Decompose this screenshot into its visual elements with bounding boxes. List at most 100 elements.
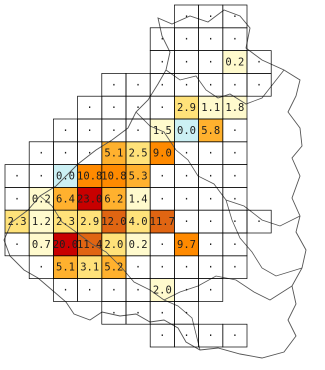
grid-cell-fill <box>53 278 78 302</box>
grid-lines <box>4 4 272 348</box>
grid-cell-fill <box>101 141 126 165</box>
grid-cell-fill <box>198 27 223 51</box>
grid-cell-fill <box>222 5 247 28</box>
grid-cell-fill <box>101 187 126 211</box>
cell-value-label: · <box>183 34 189 46</box>
cell-value-label: · <box>135 125 141 137</box>
grid-cell-fill <box>174 164 199 188</box>
cell-value-label: · <box>232 79 238 91</box>
cell-value-label: 9.0 <box>153 148 172 160</box>
grid-cell-fill <box>174 27 199 51</box>
cell-value-label: · <box>38 262 44 274</box>
grid-cell-fill <box>77 96 102 119</box>
cell-value-label: 1.1 <box>201 102 220 114</box>
cell-value-label: 0.0 <box>177 125 196 137</box>
cell-value-label: 1.2 <box>32 216 51 228</box>
grid-cell-fill <box>150 141 175 165</box>
cell-value-label: · <box>183 262 189 274</box>
cell-value-label: · <box>208 216 214 228</box>
cell-value-label: 5.8 <box>201 125 220 137</box>
grid-cell-fill <box>222 255 247 279</box>
cell-value-label: 4.0 <box>129 216 148 228</box>
cell-value-label: · <box>135 307 141 319</box>
cell-value-label: · <box>208 34 214 46</box>
cell-value-label: 2.9 <box>177 102 196 114</box>
cell-value-label: 10.8 <box>101 171 126 183</box>
grid-cell-fill <box>29 233 54 256</box>
cell-value-label: · <box>111 307 117 319</box>
grid-cell-fill <box>126 255 151 279</box>
cell-value-label: · <box>208 148 214 160</box>
cell-value-label: · <box>135 79 141 91</box>
cell-value-label: 11.7 <box>150 216 175 228</box>
grid-cell-fill <box>174 50 199 74</box>
cell-value-label: 0.2 <box>225 57 244 69</box>
grid-cell-fill <box>126 187 151 211</box>
cell-value-label: 9.7 <box>177 239 196 251</box>
grid-cell-fill <box>53 210 78 233</box>
grid-cell-fill <box>150 73 175 97</box>
grid-cell-fill <box>198 5 223 28</box>
cell-value-label: 0.2 <box>32 193 51 205</box>
cell-value-label: · <box>159 193 165 205</box>
grid-cell-fill <box>174 210 199 233</box>
grid-cell-fill <box>174 141 199 165</box>
grid-cell-fill <box>101 96 126 119</box>
cell-value-label: 1.5 <box>153 125 172 137</box>
cell-value-label: 2.0 <box>104 239 123 251</box>
grid-cell-fill <box>222 96 247 119</box>
cell-value-label: 2.3 <box>56 216 75 228</box>
grid-cell-fill <box>101 73 126 97</box>
grid-cell-fill <box>29 164 54 188</box>
cell-value-label: · <box>208 330 214 342</box>
cell-value-label: · <box>87 285 93 297</box>
grid-cell-fill <box>247 50 272 74</box>
cell-value-label: · <box>159 79 165 91</box>
grid-cell-fill <box>101 164 126 188</box>
grid-cell-fill <box>150 278 175 302</box>
cell-value-label: · <box>232 330 238 342</box>
grid-cell-fill <box>150 324 175 347</box>
grid-cell-fill <box>174 233 199 256</box>
grid-cell-fill <box>53 233 78 256</box>
grid-cell-fill <box>29 187 54 211</box>
grid-cell-border <box>246 209 272 234</box>
cell-value-label: · <box>135 285 141 297</box>
grid-cell-fill <box>198 96 223 119</box>
cell-value-label: · <box>111 79 117 91</box>
cell-value-label: 1.4 <box>129 193 148 205</box>
grid-cell-fill <box>5 164 30 188</box>
grid-cell-fill <box>198 119 223 142</box>
cell-value-label: · <box>232 193 238 205</box>
grid-cell-fill <box>150 301 175 325</box>
grid-cells <box>5 5 272 347</box>
grid-cell-fill <box>198 255 223 279</box>
cell-value-label: · <box>87 102 93 114</box>
cell-value-label: · <box>62 125 68 137</box>
grid-cell-fill <box>174 5 199 28</box>
cell-value-label: · <box>232 34 238 46</box>
grid-cell-fill <box>77 233 102 256</box>
internal-boundary-line-south <box>163 275 293 301</box>
grid-cell-fill <box>222 50 247 74</box>
grid-cell-fill <box>101 210 126 233</box>
grid-cell-fill <box>101 119 126 142</box>
cell-value-label: 10.8 <box>77 171 102 183</box>
grid-cell-fill <box>77 255 102 279</box>
cell-value-label: · <box>183 216 189 228</box>
cell-values: · · · · · · · · · · 0.2 · · · · · · · · · · · · 2.9 1.1 1.8 · · · · 1.… <box>8 11 263 342</box>
grid-cell-fill <box>53 187 78 211</box>
grid-cell-fill <box>150 96 175 119</box>
cell-value-label: · <box>183 148 189 160</box>
cell-value-label: · <box>14 171 20 183</box>
grid-cell-fill <box>222 73 247 97</box>
internal-boundary-line-central <box>135 111 301 227</box>
cell-value-label: · <box>232 125 238 137</box>
cell-value-label: 3.1 <box>80 262 99 274</box>
cell-value-label: · <box>208 262 214 274</box>
cell-value-label: · <box>38 171 44 183</box>
grid-cell-fill <box>126 141 151 165</box>
cell-value-label: · <box>183 193 189 205</box>
cell-value-label: · <box>232 262 238 274</box>
